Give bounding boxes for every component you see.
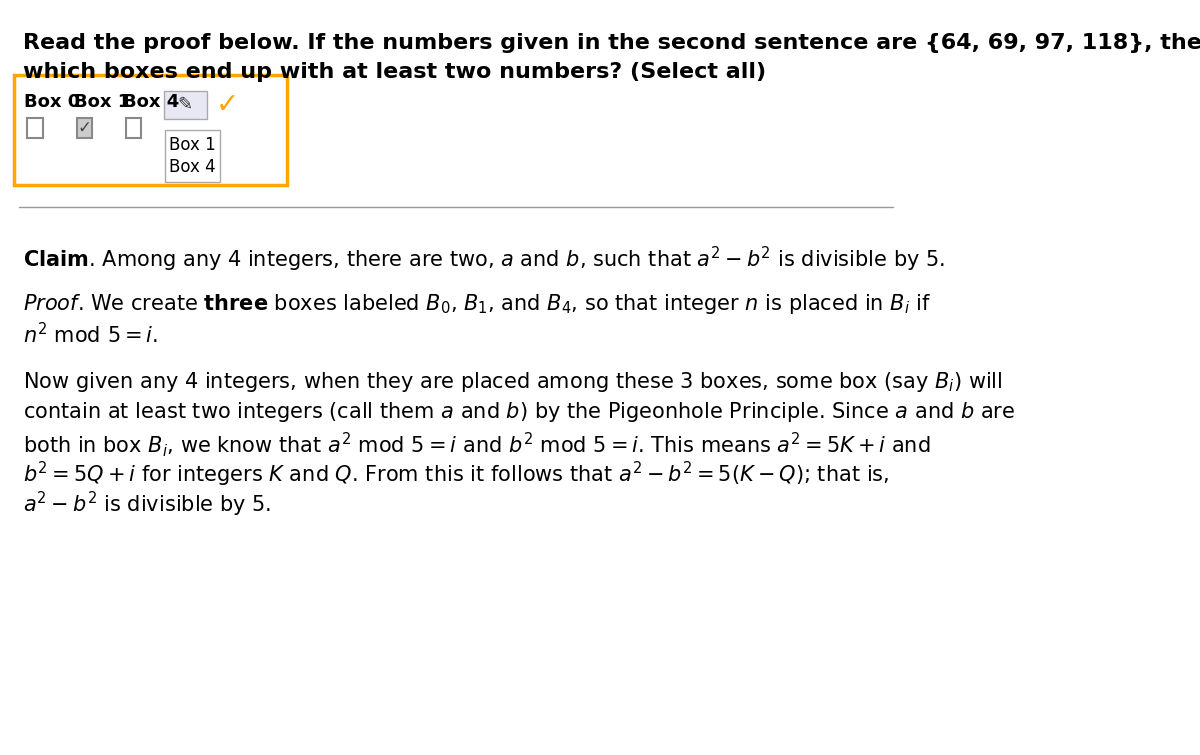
Text: $\mathit{Proof}$. We create $\mathbf{three}$ boxes labeled $B_0$, $B_1$, and $B_: $\mathit{Proof}$. We create $\mathbf{thr… (23, 292, 931, 316)
Text: $n^2\ \mathrm{mod}\ 5 = i$.: $n^2\ \mathrm{mod}\ 5 = i$. (23, 322, 158, 347)
Text: both in box $B_i$, we know that $a^2\ \mathrm{mod}\ 5 = i$ and $b^2\ \mathrm{mod: both in box $B_i$, we know that $a^2\ \m… (23, 430, 930, 459)
FancyBboxPatch shape (164, 91, 206, 119)
FancyBboxPatch shape (13, 75, 287, 185)
Text: contain at least two integers (call them $a$ and $b$) by the Pigeonhole Principl: contain at least two integers (call them… (23, 400, 1015, 424)
Text: Box 1: Box 1 (169, 136, 216, 154)
Text: which boxes end up with at least two numbers? (Select all): which boxes end up with at least two num… (23, 62, 766, 82)
Text: Box 1: Box 1 (73, 93, 130, 111)
Text: $a^2 - b^2$ is divisible by 5.: $a^2 - b^2$ is divisible by 5. (23, 490, 271, 519)
Text: Box 4: Box 4 (124, 93, 179, 111)
Text: $\mathbf{Claim}$. Among any 4 integers, there are two, $a$ and $b$, such that $a: $\mathbf{Claim}$. Among any 4 integers, … (23, 245, 944, 274)
Text: Box 0: Box 0 (24, 93, 80, 111)
FancyBboxPatch shape (77, 118, 92, 138)
Text: ✎: ✎ (178, 96, 193, 114)
Text: ✓: ✓ (78, 119, 91, 137)
Text: $b^2 = 5Q + i$ for integers $K$ and $Q$. From this it follows that $a^2 - b^2 = : $b^2 = 5Q + i$ for integers $K$ and $Q$.… (23, 460, 889, 489)
FancyBboxPatch shape (28, 118, 42, 138)
Text: Read the proof below. If the numbers given in the second sentence are {64, 69, 9: Read the proof below. If the numbers giv… (23, 33, 1200, 53)
Text: Box 4: Box 4 (169, 158, 216, 176)
FancyBboxPatch shape (164, 130, 220, 182)
FancyBboxPatch shape (126, 118, 142, 138)
Text: Now given any 4 integers, when they are placed among these 3 boxes, some box (sa: Now given any 4 integers, when they are … (23, 370, 1002, 394)
Text: ✓: ✓ (216, 91, 239, 119)
